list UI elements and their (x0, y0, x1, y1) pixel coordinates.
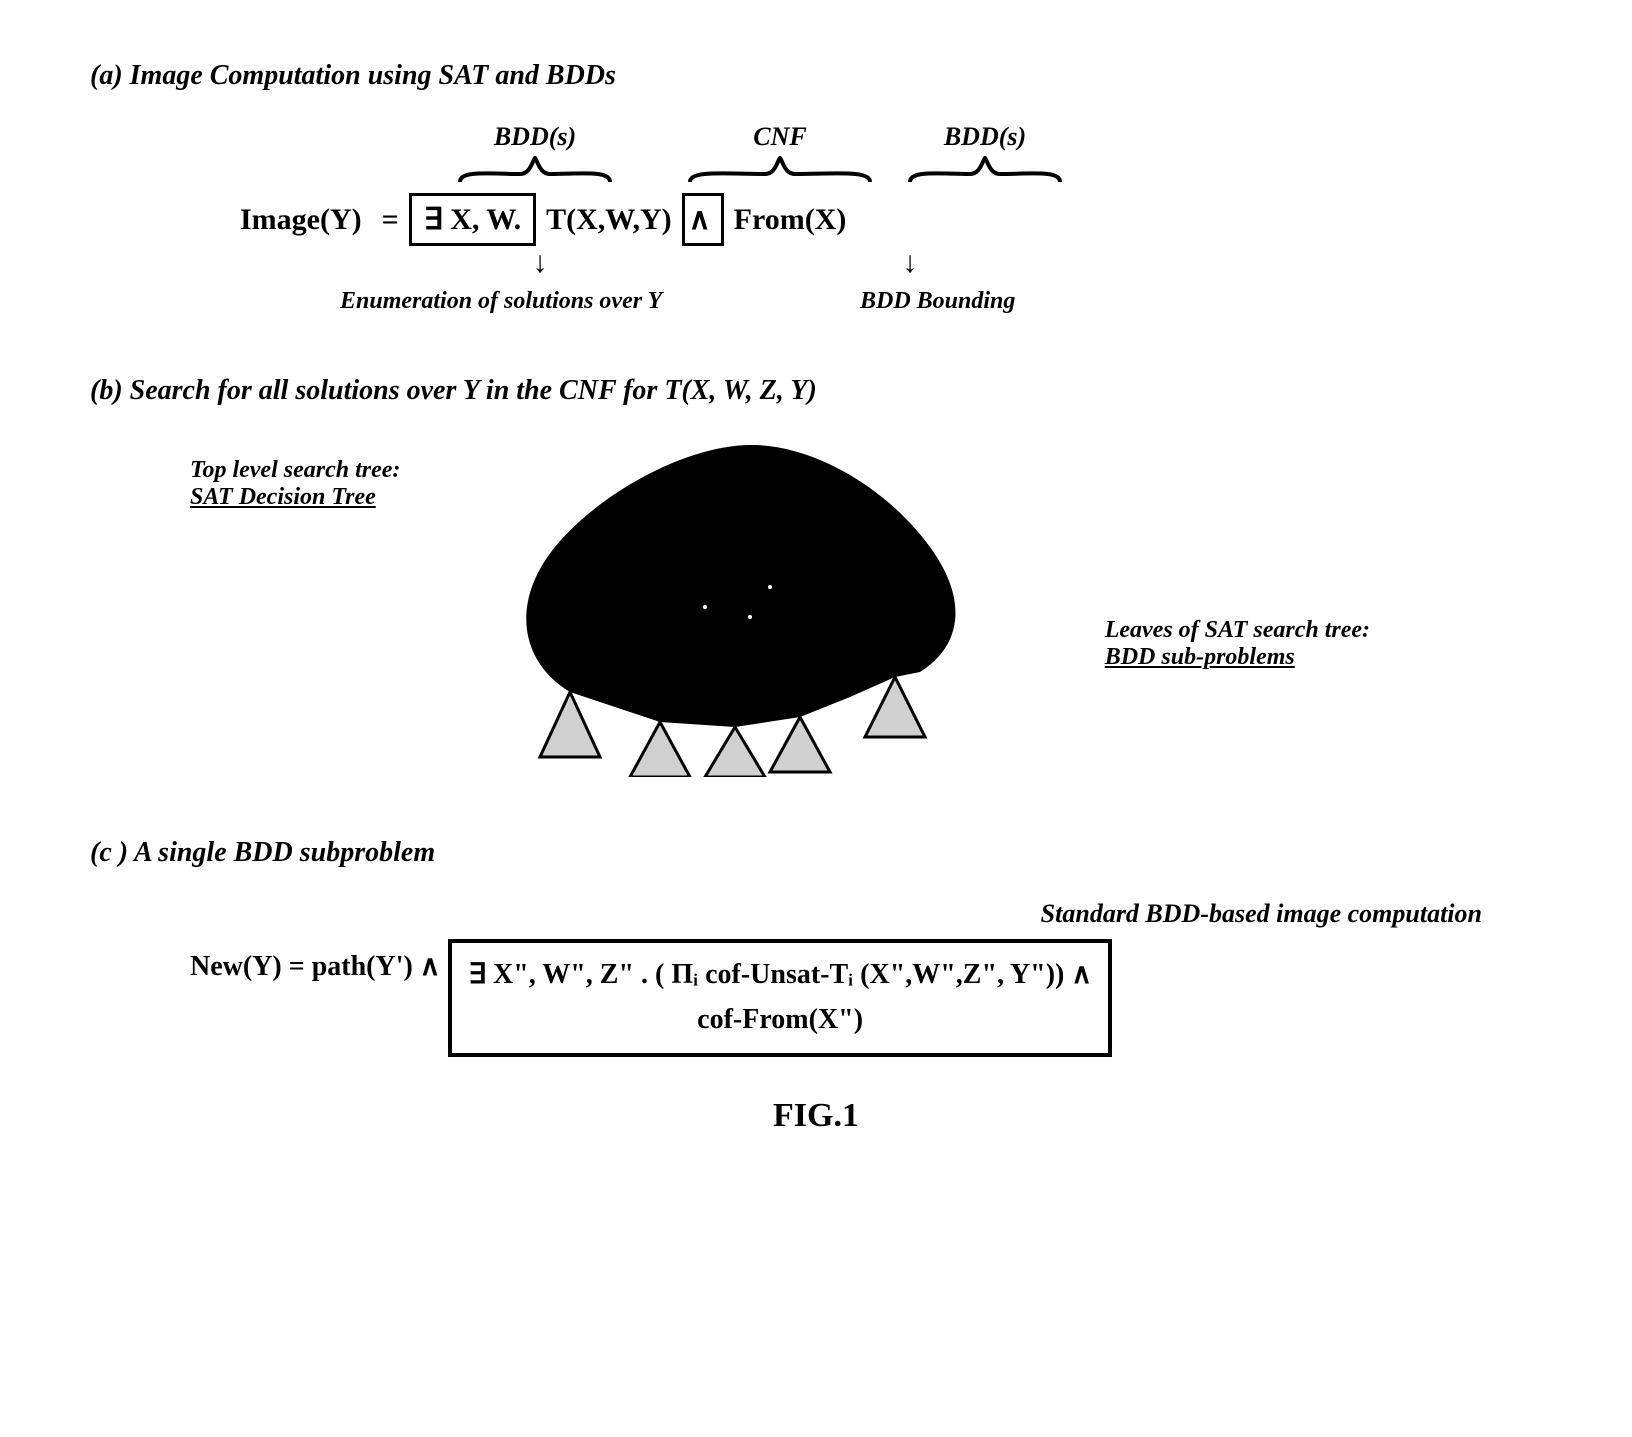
brace-row: BDD(s) CNF BDD(s) (230, 122, 1330, 189)
exists-box: ∃ X, W. (409, 193, 536, 246)
annotation-bounding: BDD Bounding (860, 288, 1015, 315)
speckle-dot (768, 585, 772, 589)
std-bdd-label: Standard BDD-based image computation (90, 899, 1542, 929)
tree-label-left: Top level search tree: SAT Decision Tree (190, 457, 400, 511)
new-y-lhs: New(Y) = path(Y') ∧ (190, 939, 440, 983)
arrow-row: ↓ ↓ (230, 246, 1330, 280)
brace-cnf: CNF (680, 122, 880, 189)
section-c-title: (c ) A single BDD subproblem (90, 837, 1542, 869)
formula-c-wrapper: Standard BDD-based image computation New… (90, 899, 1542, 1057)
brace-label-bdds-left: BDD(s) (450, 122, 620, 152)
transition-fn: T(X,W,Y) (546, 203, 672, 237)
sat-tree-svg (450, 437, 1070, 777)
wedge-box: ∧ (682, 193, 724, 246)
figure-caption: FIG.1 (90, 1097, 1542, 1135)
tree-diagram: Top level search tree: SAT Decision Tree… (190, 437, 1390, 777)
tree-label-right-line1: Leaves of SAT search tree: (1105, 617, 1370, 643)
annotation-row: Enumeration of solutions over Y BDD Boun… (230, 288, 1330, 315)
exists-text: ∃ X, W. (424, 202, 521, 237)
section-a-title: (a) Image Computation using SAT and BDDs (90, 60, 1542, 92)
section-b-title: (b) Search for all solutions over Y in t… (90, 375, 1542, 407)
section-a: (a) Image Computation using SAT and BDDs… (90, 60, 1542, 315)
tree-label-right: Leaves of SAT search tree: BDD sub-probl… (1105, 617, 1370, 671)
equals-sign: = (382, 203, 399, 237)
curly-brace-icon (450, 156, 620, 184)
wedge-text: ∧ (689, 202, 711, 237)
brace-label-bdds-right: BDD(s) (900, 122, 1070, 152)
formula-a-wrapper: BDD(s) CNF BDD(s) Image(Y) (230, 122, 1330, 315)
annotation-enum: Enumeration of solutions over Y (340, 288, 820, 315)
leaf-triangle (630, 722, 690, 777)
section-b: (b) Search for all solutions over Y in t… (90, 375, 1542, 777)
box-line2: cof-From(X") (468, 998, 1092, 1043)
tree-label-right-line2: BDD sub-problems (1105, 644, 1295, 670)
tree-label-left-line1: Top level search tree: (190, 457, 400, 483)
curly-brace-icon (680, 156, 880, 184)
leaf-triangle (770, 717, 830, 772)
image-y: Image(Y) (240, 203, 362, 237)
formula-a-row: Image(Y) = ∃ X, W. T(X,W,Y) ∧ From(X) (230, 193, 1330, 246)
leaf-triangle (705, 727, 765, 777)
section-c: (c ) A single BDD subproblem Standard BD… (90, 837, 1542, 1057)
brace-bdds-right: BDD(s) (900, 122, 1070, 189)
box-line1: ∃ X", W", Z" . ( Πᵢ cof-Unsat-Tᵢ (X",W",… (468, 959, 1092, 990)
bdd-image-box: ∃ X", W", Z" . ( Πᵢ cof-Unsat-Tᵢ (X",W",… (448, 939, 1112, 1057)
brace-label-cnf: CNF (680, 122, 880, 152)
formula-c-row: New(Y) = path(Y') ∧ ∃ X", W", Z" . ( Πᵢ … (190, 939, 1542, 1057)
arrow-down-icon: ↓ (533, 246, 548, 279)
speckle-dot (703, 605, 707, 609)
speckle-dot (748, 615, 752, 619)
arrow-down-icon: ↓ (903, 246, 918, 279)
leaf-triangle (540, 692, 600, 757)
curly-brace-icon (900, 156, 1070, 184)
from-x: From(X) (734, 203, 847, 237)
brace-bdds-left: BDD(s) (450, 122, 620, 189)
tree-label-left-line2: SAT Decision Tree (190, 484, 376, 510)
